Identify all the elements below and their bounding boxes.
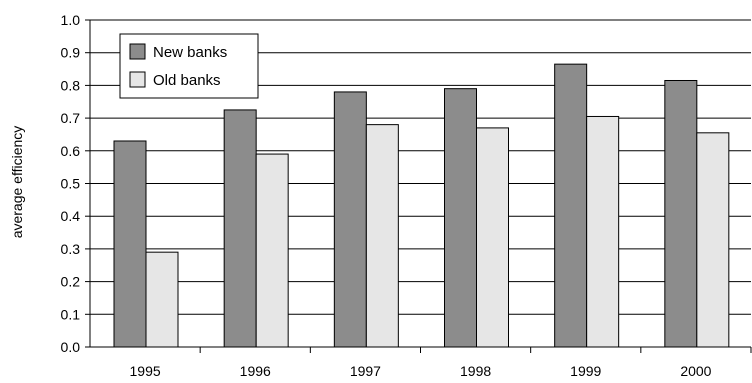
y-tick-label: 0.3 <box>61 241 81 257</box>
axes <box>85 19 752 353</box>
bar-new-banks-1997 <box>333 91 367 348</box>
legend-swatch-new-banks <box>129 43 146 60</box>
x-tick-labels: 1995 1996 1997 1998 1999 2000 <box>130 363 712 379</box>
y-tick-label: 0.2 <box>61 274 81 290</box>
y-axis-title: average efficiency <box>9 126 25 239</box>
y-tick-label: 0.6 <box>61 143 81 159</box>
x-tick-label: 1998 <box>460 363 491 379</box>
gridlines <box>90 19 751 348</box>
bar-old-banks-1999 <box>586 115 620 348</box>
legend: New banks Old banks <box>119 33 259 99</box>
x-tick-label: 1999 <box>570 363 601 379</box>
x-tick-label: 1997 <box>350 363 381 379</box>
bar-new-banks-1998 <box>444 88 477 348</box>
bar-old-banks-1996 <box>255 153 289 348</box>
y-tick-label: 0.0 <box>61 339 81 355</box>
bar-new-banks-2000 <box>664 79 698 348</box>
bar-new-banks-1999 <box>554 63 588 348</box>
y-tick-labels: 0.0 0.1 0.2 0.3 0.4 0.5 0.6 0.7 0.8 0.9 1.0 <box>61 12 81 355</box>
bar-new-banks-1996 <box>223 109 257 348</box>
bars <box>113 63 730 348</box>
legend-label-old-banks: Old banks <box>153 72 221 89</box>
x-tick-label: 2000 <box>680 363 711 379</box>
bar-new-banks-1995 <box>113 140 147 348</box>
x-tick-label: 1996 <box>240 363 271 379</box>
legend-label-new-banks: New banks <box>153 44 227 61</box>
y-tick-label: 0.1 <box>61 306 81 322</box>
x-tick-label: 1995 <box>130 363 161 379</box>
y-tick-label: 0.9 <box>61 45 81 61</box>
bar-old-banks-1995 <box>145 251 179 348</box>
bar-old-banks-1997 <box>365 124 399 348</box>
bar-old-banks-2000 <box>696 132 730 348</box>
y-tick-label: 0.7 <box>61 110 81 126</box>
legend-swatch-old-banks <box>129 71 146 88</box>
y-tick-label: 1.0 <box>61 12 81 28</box>
y-tick-label: 0.8 <box>61 77 81 93</box>
y-tick-label: 0.4 <box>61 208 81 224</box>
bar-old-banks-1998 <box>476 127 509 348</box>
y-tick-label: 0.5 <box>61 176 81 192</box>
